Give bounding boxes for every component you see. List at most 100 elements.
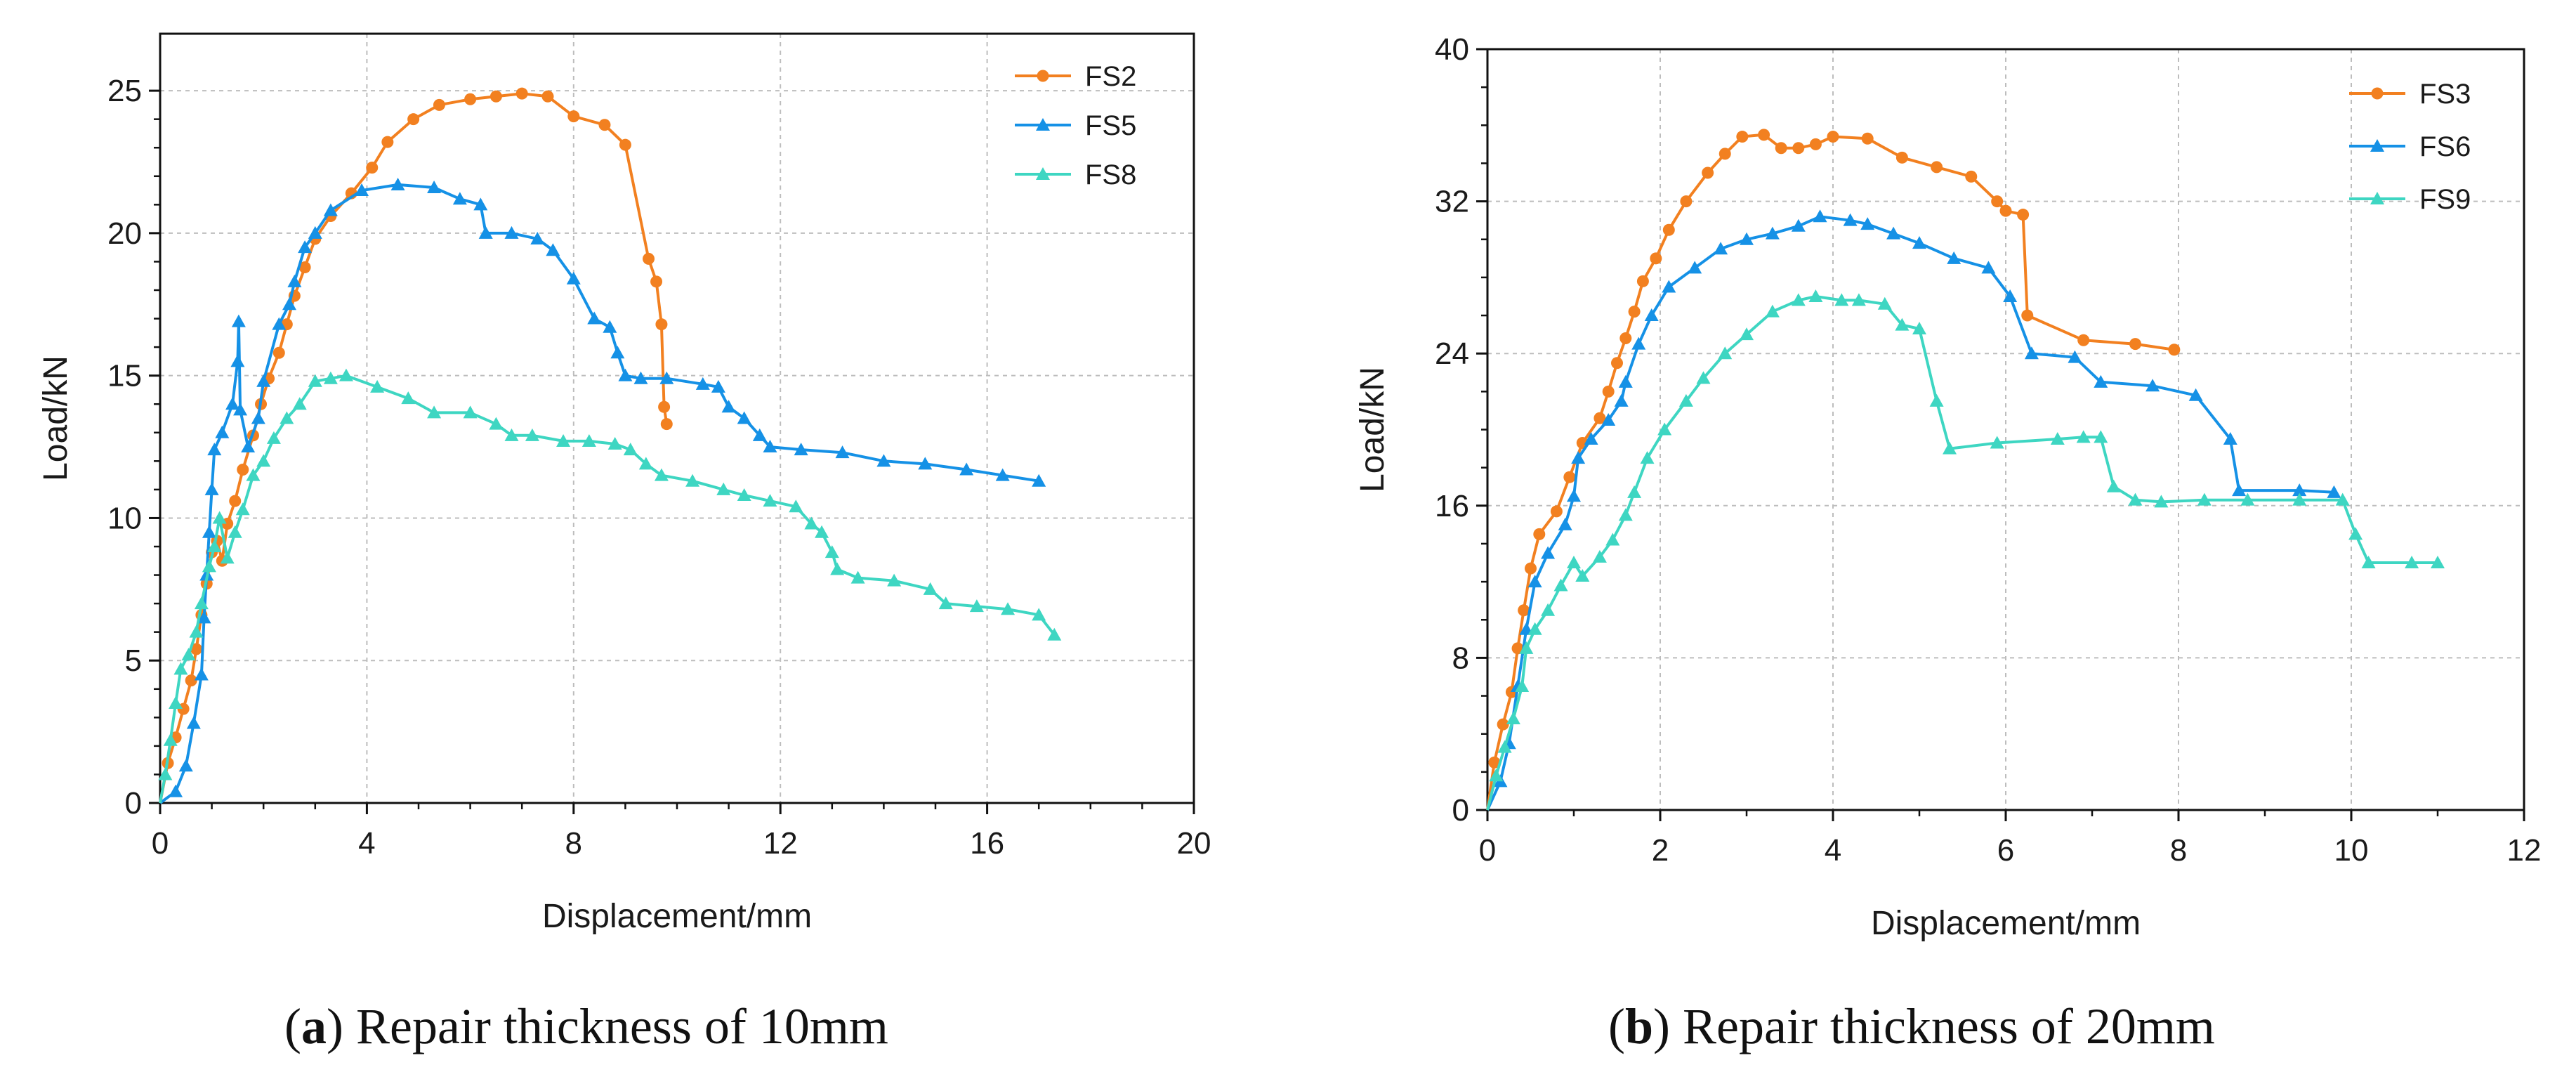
- chart-a-series-fs8-point: [427, 405, 442, 419]
- chart-b-series-fs9-line: [1486, 295, 2438, 811]
- chart-b-series-fs9-point: [1640, 451, 1655, 464]
- chart-b-series-fs6-point: [1614, 393, 1629, 407]
- chart-b-series-fs3-point: [1563, 471, 1576, 483]
- chart-a-series-fs8-point: [401, 391, 416, 405]
- chart-a-series-fs5-point: [272, 317, 287, 330]
- chart-a-series-fs2-point: [567, 110, 580, 123]
- chart-b-legend-fs3-marker: [2371, 87, 2384, 100]
- chart-b-x-tick-label: 6: [1997, 833, 2014, 868]
- chart-a-series-fs8-point: [581, 433, 596, 447]
- chart-a-series-fs8-point: [194, 596, 209, 610]
- chart-a-series-fs5-point: [355, 183, 369, 197]
- chart-a-series-fs2-point: [407, 113, 420, 126]
- chart-a-series-fs5-point: [721, 400, 736, 413]
- chart-a-series-fs8-point: [737, 488, 751, 501]
- chart-a-series-fs8-point: [489, 417, 504, 430]
- chart-a-series-fs5-point: [282, 297, 296, 311]
- chart-a-y-tick-label: 5: [125, 644, 142, 678]
- chart-b-series-fs9-point: [1851, 293, 1866, 306]
- chart-a-legend-fs8-label: FS8: [1085, 159, 1136, 190]
- chart-a-series-fs5-point: [230, 354, 245, 367]
- chart-a-series-fs5-point: [835, 445, 850, 459]
- chart-a-series-fs5-point: [251, 411, 265, 424]
- chart-a-series-fs5-point: [530, 232, 545, 244]
- chart-b-series-fs6-point: [1981, 261, 1996, 274]
- chart-a-x-tick-label: 12: [763, 826, 798, 861]
- chart-b-series-fs9-point: [2197, 492, 2212, 506]
- chart-b-series-fs6-point: [2094, 374, 2108, 388]
- chart-b-legend-fs6-label: FS6: [2419, 131, 2471, 162]
- chart-b-series-fs3-point: [1636, 275, 1649, 287]
- chart-b-series-fs3-point: [1827, 131, 1839, 143]
- chart-a-series-fs2-point: [515, 87, 528, 100]
- chart-a-series-fs8-point: [308, 374, 322, 387]
- chart-b-series-fs6-point: [2003, 289, 2018, 302]
- chart-a-y-tick-label: 15: [107, 359, 142, 393]
- chart-b-series-fs9-point: [1834, 293, 1849, 306]
- chart-a-series-fs2-point: [658, 400, 671, 413]
- chart-a-y-axis-title: Load/kN: [37, 355, 74, 481]
- chart-b-x-tick-label: 12: [2507, 833, 2542, 868]
- chart-b-series-fs6-point: [1558, 517, 1572, 530]
- chart-a-series-fs5-point: [233, 403, 248, 416]
- chart-a-series-fs8-point: [256, 454, 271, 467]
- chart-b-series-fs3-point: [1518, 604, 1530, 617]
- chart-a-series-fs8-point: [1032, 608, 1046, 621]
- chart-b-series-fs9-point: [1943, 441, 1957, 455]
- chart-b-series-fs6-point: [1541, 546, 1556, 559]
- chart-b-series-fs6-point: [1813, 209, 1827, 223]
- chart-a-series-fs5-point: [298, 240, 313, 254]
- chart-b-x-tick-label: 10: [2334, 833, 2369, 868]
- chart-a-series-fs5-point: [546, 243, 560, 256]
- chart-b-series-fs6-point: [2188, 388, 2203, 401]
- chart-b-series-fs9-point: [1605, 533, 1620, 546]
- chart-a-series-fs5-point: [618, 368, 633, 381]
- chart-a-series-fs2-point: [185, 674, 197, 687]
- chart-a-series-fs2-point: [598, 119, 611, 131]
- chart-a-series-fs5-point: [504, 226, 519, 239]
- chart-b-series-fs9-point: [2128, 492, 2143, 506]
- chart-b-legend-fs9-label: FS9: [2419, 184, 2471, 215]
- chart-b-series-fs6-point: [2232, 483, 2247, 497]
- chart-a-series-fs5-point: [169, 784, 183, 797]
- chart-b-series-fs6-point: [1631, 337, 1646, 350]
- chart-b-series-fs3-point: [1991, 195, 2004, 208]
- chart-b-series-fs6-point: [1688, 261, 1702, 274]
- chart-a-series-fs8-point: [830, 562, 845, 575]
- chart-a-series-fs8-point: [280, 411, 294, 424]
- chart-a-series-fs5-point: [959, 462, 974, 476]
- chart-b-series-fs6-point: [2292, 483, 2307, 497]
- chart-a-y-tick-label: 0: [125, 786, 142, 821]
- chart-a-series-fs5-point: [711, 379, 725, 393]
- chart-b-series-fs6-point: [1601, 412, 1616, 426]
- chart-a-series-fs2-point: [464, 93, 477, 105]
- chart-a-series-fs5-point: [256, 374, 271, 387]
- chart-b-series-fs3-line: [1486, 133, 2175, 811]
- chart-b-series-fs9-point: [1541, 603, 1556, 616]
- chart-b-series-fs3-point: [2129, 338, 2141, 351]
- chart-b-x-tick-label: 4: [1825, 833, 1841, 868]
- chart-b-series-fs9-point: [1678, 393, 1693, 407]
- chart-a-series-fs8-point: [623, 443, 638, 456]
- chart-b-series-fs6-point: [1765, 226, 1780, 240]
- chart-b-series-fs9-point: [2431, 556, 2445, 569]
- chart-a-series-fs8-point: [923, 582, 938, 595]
- chart-b-series-fs3-point: [1999, 204, 2012, 217]
- chart-a-series-fs8-point: [556, 433, 571, 447]
- chart-a-series-fs5-point: [186, 716, 201, 729]
- chart-b-series-fs3-point: [1931, 161, 1943, 174]
- chart-b-y-tick-label: 24: [1435, 337, 1469, 371]
- chart-a-series-fs5-point: [202, 525, 216, 538]
- chart-a-series-fs5-point: [215, 425, 230, 438]
- chart-a-series-fs2-point: [229, 495, 242, 507]
- chart-b-series-fs6-point: [1714, 242, 1728, 255]
- chart-b-y-tick-label: 8: [1452, 641, 1469, 675]
- chart-b-legend-fs9-marker: [2370, 192, 2384, 204]
- chart-a-x-tick-label: 16: [970, 826, 1004, 861]
- caption-a-letter: a: [301, 998, 327, 1054]
- chart-a-series-fs5-point: [737, 411, 751, 424]
- chart-a-series-fs8-point: [815, 525, 829, 538]
- chart-a-series-fs5-point: [452, 192, 467, 205]
- chart-b-series-fs9-point: [1497, 740, 1512, 753]
- chart-a-series-fs8-point: [887, 573, 902, 587]
